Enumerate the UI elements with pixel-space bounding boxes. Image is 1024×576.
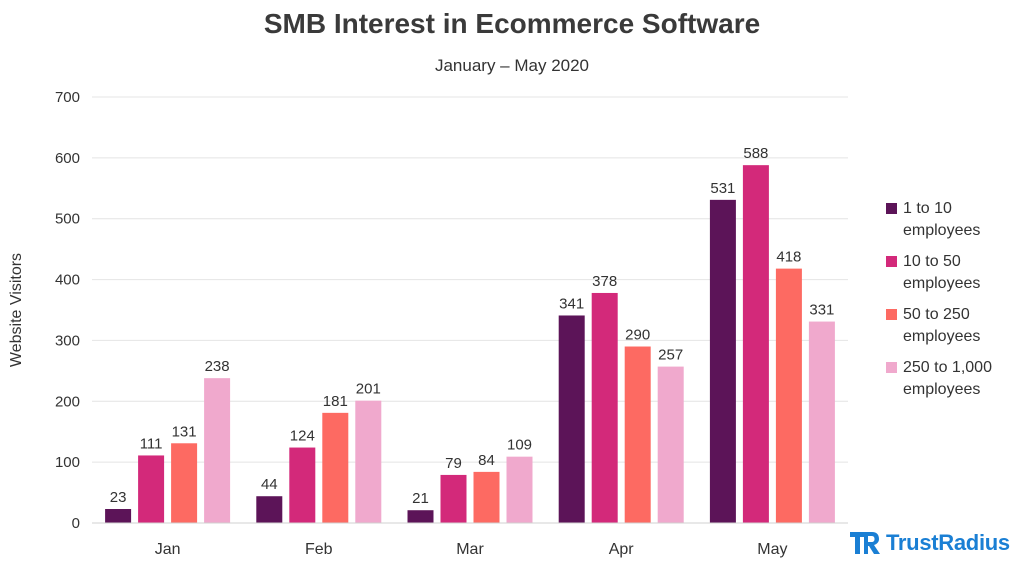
y-tick-label: 500 [55,211,80,228]
x-tick-label: May [757,541,787,558]
x-tick-label: Jan [155,541,181,558]
data-label: 181 [323,393,348,410]
bars [105,165,835,523]
data-label: 331 [809,302,834,319]
bar [742,165,769,523]
chart-subtitle: January – May 2020 [434,56,590,75]
y-axis-label: Website Visitors [8,253,25,367]
y-tick-label: 300 [55,332,80,349]
bar [322,412,349,523]
legend-label: 250 to 1,000 employees [903,359,992,398]
y-tick-label: 200 [55,393,80,410]
data-labels: 23 111 131 238 44 124 181 201 21 79 84 109 341 378 290… [110,145,835,507]
bar [624,346,651,523]
bar [506,456,533,523]
legend-label: 50 to 250 employees [903,306,981,345]
bar [105,509,132,523]
legend-swatch [886,362,897,373]
data-label: 44 [261,476,278,493]
bar [138,455,165,523]
y-tick-label: 100 [55,454,80,471]
data-label: 341 [559,295,584,312]
bar [407,510,434,523]
data-label: 238 [205,358,230,375]
data-label: 124 [290,428,315,445]
x-tick-label: Mar [456,541,484,558]
brand-logo: TrustRadius [848,528,1010,558]
legend-item: 10 to 50 employees [886,251,1016,295]
bar [709,199,736,523]
data-label: 531 [710,180,735,197]
legend-swatch [886,256,897,267]
x-tick-label: Apr [609,541,635,558]
bar [355,400,382,523]
data-label: 257 [658,347,683,364]
x-tick-label: Feb [305,541,333,558]
legend-label: 10 to 50 employees [903,253,981,292]
legend-swatch [886,203,897,214]
legend: 1 to 10 employees 10 to 50 employees 50 … [886,198,1016,410]
bar [256,496,283,523]
y-tick-label: 600 [55,150,80,167]
bar [473,471,500,523]
bar [808,321,835,523]
y-tick-label: 0 [72,515,80,532]
data-label: 111 [140,435,163,452]
x-axis-ticks: Jan Feb Mar Apr May [155,541,788,558]
bar [558,315,585,523]
chart-title: SMB Interest in Ecommerce Software [263,8,761,39]
legend-item: 50 to 250 employees [886,304,1016,348]
data-label: 79 [445,455,462,472]
trustradius-logo-icon [850,532,880,554]
legend-swatch [886,309,897,320]
data-label: 201 [356,381,381,398]
data-label: 109 [507,437,532,454]
bar [775,268,802,523]
data-label: 84 [478,452,495,469]
y-tick-label: 700 [55,89,80,106]
legend-item: 250 to 1,000 employees [886,357,1016,401]
brand-name: TrustRadius [886,530,1010,555]
data-label: 21 [412,490,429,507]
bar [204,378,231,523]
data-label: 378 [592,273,617,290]
data-label: 418 [776,249,801,266]
legend-item: 1 to 10 employees [886,198,1016,242]
legend-label: 1 to 10 employees [903,200,981,239]
bar [591,292,618,523]
bar [171,443,198,523]
bar [657,366,684,523]
data-label: 23 [110,489,127,506]
bar [289,447,316,523]
data-label: 588 [743,145,768,162]
y-axis-ticks: 0 100 200 300 400 500 600 700 [55,89,80,532]
data-label: 290 [625,327,650,344]
data-label: 131 [172,423,197,440]
bar [440,474,467,523]
y-tick-label: 400 [55,272,80,289]
